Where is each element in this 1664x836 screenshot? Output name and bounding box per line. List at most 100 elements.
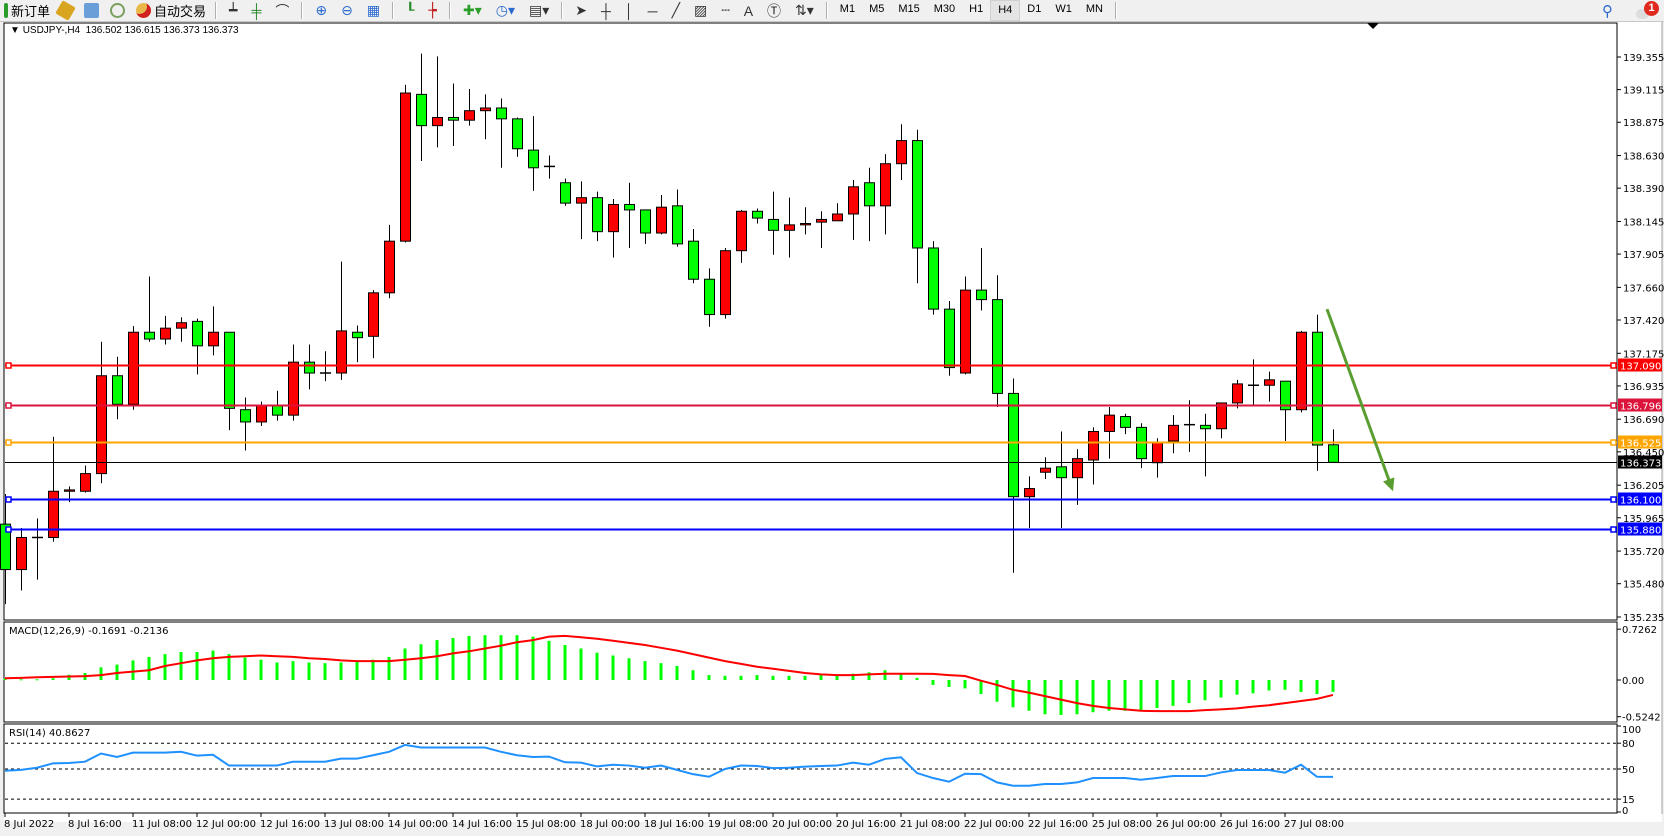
notification-icon[interactable]: 1 xyxy=(1636,0,1659,21)
candle[interactable] xyxy=(480,94,491,140)
candle[interactable] xyxy=(464,88,475,126)
auto-trading-button[interactable]: 自动交易 xyxy=(132,1,210,21)
equidistant-channel-icon[interactable]: ▨ xyxy=(694,2,708,18)
candle[interactable] xyxy=(1248,359,1259,406)
candle[interactable] xyxy=(624,182,635,248)
candle[interactable] xyxy=(160,315,171,345)
candle[interactable] xyxy=(752,208,763,224)
trend-arrow[interactable] xyxy=(1325,308,1392,485)
price-level-line-handle[interactable] xyxy=(1610,496,1617,503)
timeframe-h1[interactable]: H1 xyxy=(969,3,984,15)
candle[interactable] xyxy=(512,117,523,157)
candle[interactable] xyxy=(0,493,11,605)
candle[interactable] xyxy=(608,199,619,258)
search-icon[interactable]: ⚲ xyxy=(1602,2,1613,20)
candle[interactable] xyxy=(304,344,315,390)
candle[interactable] xyxy=(960,276,971,375)
candlestick-icon[interactable]: ╪ xyxy=(251,2,262,19)
candle[interactable] xyxy=(400,84,411,243)
timeframe-d1[interactable]: D1 xyxy=(1027,3,1042,15)
zoom-in-icon[interactable]: ⊕ xyxy=(315,2,328,18)
candle[interactable] xyxy=(1296,330,1307,413)
candle[interactable] xyxy=(1008,378,1019,573)
cursor-icon[interactable]: ➤ xyxy=(575,2,587,18)
candle[interactable] xyxy=(560,178,571,206)
candle[interactable] xyxy=(48,436,59,542)
price-level-line-handle[interactable] xyxy=(1610,362,1617,369)
candle[interactable] xyxy=(208,306,219,356)
candle[interactable] xyxy=(288,344,299,421)
candle[interactable] xyxy=(80,465,91,493)
candle[interactable] xyxy=(1104,407,1115,459)
price-level-line-handle[interactable] xyxy=(5,439,12,446)
text-label-icon[interactable]: Ⓣ xyxy=(767,2,782,19)
candle[interactable] xyxy=(656,194,667,235)
text-icon[interactable]: A xyxy=(743,2,754,19)
candle[interactable] xyxy=(784,197,795,258)
candle[interactable] xyxy=(880,154,891,235)
line-chart-icon[interactable]: ⌒ xyxy=(275,2,290,19)
price-level-line-handle[interactable] xyxy=(1610,439,1617,446)
candle[interactable] xyxy=(720,247,731,319)
candle[interactable] xyxy=(816,211,827,248)
candle[interactable] xyxy=(544,155,555,179)
timeframe-mn[interactable]: MN xyxy=(1085,3,1103,15)
candle[interactable] xyxy=(1312,314,1323,471)
candle[interactable] xyxy=(704,268,715,327)
candle[interactable] xyxy=(992,275,1003,407)
candle[interactable] xyxy=(224,331,235,431)
candle[interactable] xyxy=(336,261,347,380)
timeframe-w1[interactable]: W1 xyxy=(1055,3,1072,15)
candle[interactable] xyxy=(944,300,955,376)
arrows-icon[interactable]: ⇅▾ xyxy=(795,2,814,18)
indicators-icon[interactable]: ✚▾ xyxy=(462,2,482,18)
price-level-line-handle[interactable] xyxy=(5,496,12,503)
candle[interactable] xyxy=(1024,476,1035,528)
auto-scroll-icon[interactable]: ┖ xyxy=(406,2,415,18)
candle[interactable] xyxy=(1056,431,1067,528)
timeframe-m15[interactable]: M15 xyxy=(898,3,920,15)
candle[interactable] xyxy=(832,203,843,222)
candle[interactable] xyxy=(688,228,699,284)
candle[interactable] xyxy=(768,191,779,255)
candle[interactable] xyxy=(736,209,747,263)
candle[interactable] xyxy=(592,191,603,242)
horizontal-line-icon[interactable]: ─ xyxy=(647,2,658,19)
candle[interactable] xyxy=(800,207,811,235)
bar-chart-icon[interactable]: ┷ xyxy=(229,2,238,18)
candle[interactable] xyxy=(496,98,507,168)
navigator-button[interactable] xyxy=(80,1,106,21)
periods-icon[interactable]: ◷▾ xyxy=(495,2,515,18)
candle[interactable] xyxy=(1232,379,1243,409)
timeframe-m1[interactable]: M1 xyxy=(839,3,856,15)
candle[interactable] xyxy=(928,241,939,315)
candle[interactable] xyxy=(896,124,907,181)
chart-shift-marker-icon[interactable] xyxy=(1367,23,1379,29)
chart-shift-icon[interactable]: ┾ xyxy=(428,2,437,18)
fibonacci-icon[interactable]: ┄ xyxy=(721,2,730,18)
candle[interactable] xyxy=(432,56,443,148)
candle[interactable] xyxy=(848,180,859,240)
candle[interactable] xyxy=(416,53,427,161)
price-level-line-handle[interactable] xyxy=(5,362,12,369)
price-level-line-handle[interactable] xyxy=(5,402,12,409)
candle[interactable] xyxy=(144,276,155,342)
candle[interactable] xyxy=(1072,449,1083,505)
candle[interactable] xyxy=(1216,402,1227,439)
tile-windows-icon[interactable]: ▦ xyxy=(366,2,381,18)
new-order-button[interactable]: 新订单 xyxy=(0,1,54,21)
candle[interactable] xyxy=(1264,371,1275,402)
timeframe-m30[interactable]: M30 xyxy=(933,3,956,15)
candle[interactable] xyxy=(384,224,395,299)
candle[interactable] xyxy=(640,209,651,244)
candle[interactable] xyxy=(1120,413,1131,435)
price-level-line-handle[interactable] xyxy=(5,526,12,533)
header-dropdown-icon[interactable]: ▼ xyxy=(10,25,23,36)
candle[interactable] xyxy=(368,290,379,359)
candle[interactable] xyxy=(912,129,923,284)
candle[interactable] xyxy=(16,527,27,591)
candle[interactable] xyxy=(1040,457,1051,480)
candle[interactable] xyxy=(176,317,187,342)
crosshair-icon[interactable]: ┼ xyxy=(600,2,611,19)
timeframe-m5[interactable]: M5 xyxy=(869,3,885,15)
